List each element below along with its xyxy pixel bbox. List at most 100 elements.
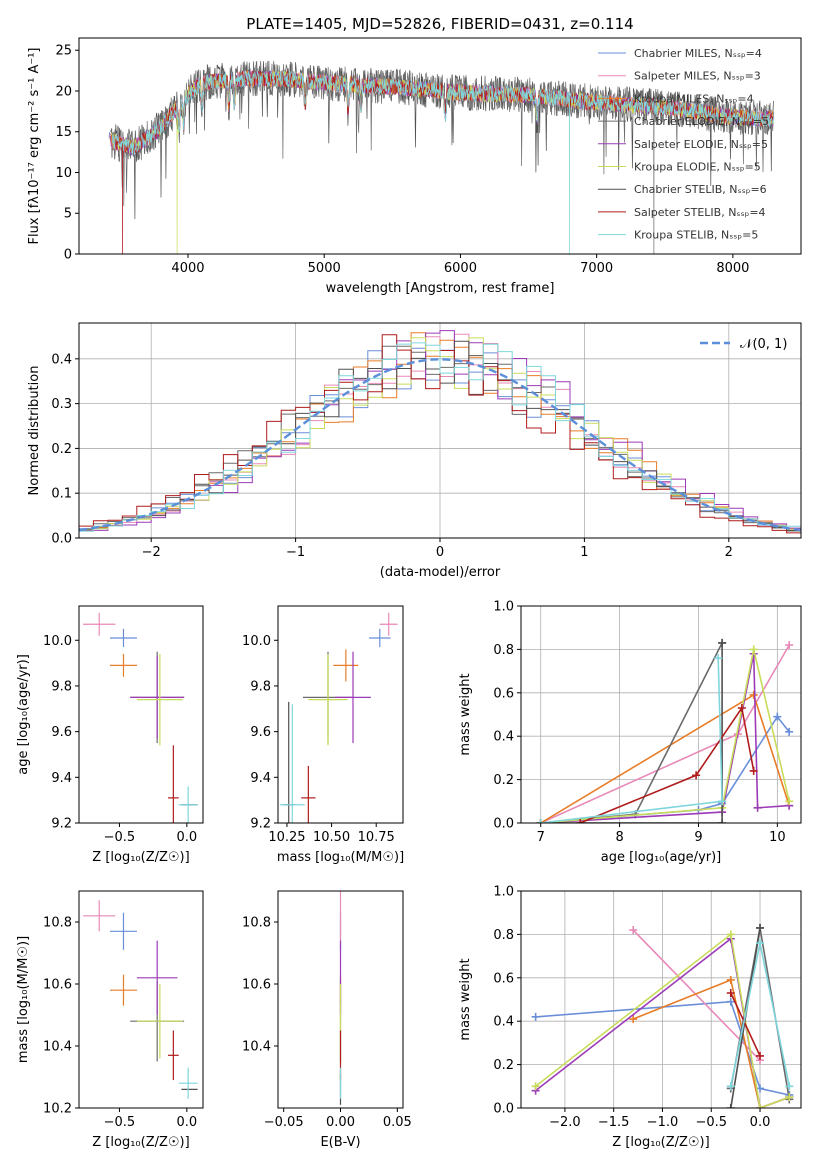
age-vs-mass-plot-area <box>279 612 398 823</box>
weight-vs-age-series-line <box>540 715 790 823</box>
spectrum-legend-label: Salpeter STELIB, Nₛₛₚ=4 <box>634 206 766 219</box>
spectrum-legend-label: Salpeter MILES, Nₛₛₚ=3 <box>634 70 761 83</box>
weight-vs-z-point-marker <box>531 1082 540 1091</box>
residuals-xtick-label: −1 <box>286 545 305 560</box>
weight-vs-age-point-marker <box>718 638 727 647</box>
weight-vs-age-series-line <box>540 658 723 823</box>
weight-vs-z-plot-area <box>531 923 794 1108</box>
spectrum-legend-label: Kroupa MILES, Nₛₛₚ=4 <box>634 92 754 105</box>
weight-vs-age-ytick-label: 0.4 <box>493 730 514 745</box>
spectrum-ytick-label: 5 <box>64 207 72 222</box>
residuals-panel: −2 −1 0 1 2 0.0 0.1 0.2 0.3 0.4 (data-model)/error… <box>27 322 802 580</box>
residuals-legend: 𝒩(0, 1) <box>700 337 787 352</box>
mass-vs-ebv-panel: −0.05 0.00 0.05 10.4 10.6 10.8 E(B-V) <box>242 890 412 1150</box>
spectrum-legend: Chabrier MILES, Nₛₛₚ=4 Salpeter MILES, Nₛ… <box>598 47 769 242</box>
weight-vs-z-ytick-label: 1.0 <box>493 885 514 900</box>
spectrum-series-line <box>111 70 775 254</box>
residuals-ytick-label: 0.1 <box>51 487 72 502</box>
weight-vs-z-panel: −2.0 −1.5 −1.0 −0.5 0.0 0.0 0.2 0.4 0.6 0.8 1.0 Z [… <box>458 885 802 1150</box>
weight-vs-age-xtick-label: 10 <box>769 830 786 845</box>
weight-vs-z-point-marker <box>785 1093 794 1102</box>
residuals-xlabel: (data-model)/error <box>380 565 501 580</box>
weight-vs-age-ytick-label: 1.0 <box>493 600 514 615</box>
residuals-ylabel: Normed distribution <box>27 366 42 496</box>
age-vs-mass-ytick-label: 9.4 <box>250 771 271 786</box>
age-vs-mass-ytick-label: 9.6 <box>250 725 271 740</box>
mass-vs-z-frame <box>78 890 204 1109</box>
weight-vs-age-series-line <box>579 705 755 823</box>
spectrum-legend-label: Chabrier MILES, Nₛₛₚ=4 <box>634 47 762 60</box>
spectrum-ytick-label: 0 <box>64 248 72 263</box>
weight-vs-z-xtick-label: −1.5 <box>598 1115 630 1130</box>
age-vs-mass-frame <box>277 605 404 824</box>
weight-vs-age-series-line <box>540 642 723 823</box>
mass-vs-z-ytick-label: 10.6 <box>43 978 72 993</box>
weight-vs-age-plot-area <box>536 638 794 823</box>
weight-vs-z-xtick-label: −1.0 <box>647 1115 679 1130</box>
spectrum-legend-label: Kroupa ELODIE, Nₛₛₚ=5 <box>634 161 761 174</box>
gaussian-curve <box>79 358 801 532</box>
residuals-ytick-label: 0.2 <box>51 442 72 457</box>
weight-vs-z-xtick-label: −0.5 <box>695 1115 727 1130</box>
weight-vs-age-xtick-label: 8 <box>615 830 623 845</box>
mass-vs-ebv-frame <box>277 890 404 1109</box>
age-vs-z-frame <box>78 605 204 824</box>
mass-vs-ebv-xtick-label: 0.05 <box>383 1115 412 1130</box>
spectrum-legend-label: Salpeter ELODIE, Nₛₛₚ=5 <box>634 138 768 151</box>
mass-vs-z-ytick-label: 10.8 <box>43 916 72 931</box>
mass-vs-z-plot-area <box>83 900 198 1099</box>
weight-vs-age-point-marker <box>749 645 758 654</box>
spectrum-xtick-label: 6000 <box>444 261 477 276</box>
spectrum-xlabel: wavelength [Angstrom, rest frame] <box>326 281 555 296</box>
weight-vs-age-point-marker <box>692 771 701 780</box>
weight-vs-z-point-marker <box>629 926 638 935</box>
mass-vs-ebv-ytick-label: 10.8 <box>242 916 271 931</box>
weight-vs-age-ytick-label: 0.2 <box>493 773 514 788</box>
weight-vs-z-xtick-label: 0.0 <box>750 1115 771 1130</box>
weight-vs-age-point-marker <box>785 797 794 806</box>
spectrum-xtick-label: 8000 <box>716 261 749 276</box>
mass-vs-z-ytick-label: 10.2 <box>43 1102 72 1117</box>
age-vs-mass-ytick-label: 10.0 <box>242 634 271 649</box>
age-vs-z-ytick-label: 10.0 <box>43 634 72 649</box>
age-vs-z-xtick-label: 0.0 <box>176 830 197 845</box>
age-vs-z-xlabel: Z [log₁₀(Z/Z☉)] <box>92 850 189 865</box>
age-vs-z-ylabel: age [log₁₀(age/yr)] <box>16 654 31 775</box>
weight-vs-age-xtick-label: 9 <box>694 830 702 845</box>
spectrum-series-line <box>111 70 774 254</box>
residuals-frame <box>78 322 802 539</box>
weight-vs-z-point-marker <box>756 923 765 932</box>
weight-vs-z-point-marker <box>531 1012 540 1021</box>
mass-vs-z-ytick-label: 10.4 <box>43 1040 72 1055</box>
weight-vs-z-series-line <box>632 929 761 1061</box>
weight-vs-age-point-marker <box>576 819 585 823</box>
weight-vs-z-point-marker <box>629 1015 638 1024</box>
residuals-ytick-label: 0.4 <box>51 352 72 367</box>
mass-vs-z-ylabel: mass [log₁₀(M/M☉)] <box>16 936 31 1063</box>
spectrum-xtick-label: 7000 <box>580 261 613 276</box>
residuals-ytick-label: 0.0 <box>51 532 72 547</box>
residuals-xtick-label: 0 <box>436 545 444 560</box>
weight-vs-age-point-marker <box>718 819 727 823</box>
weight-vs-z-point-marker <box>756 1051 765 1060</box>
weight-vs-age-point-marker <box>785 641 794 650</box>
weight-vs-age-frame <box>520 605 802 824</box>
weight-vs-age-xlabel: age [log₁₀(age/yr)] <box>601 850 722 865</box>
age-vs-mass-xtick-label: 10.50 <box>313 830 350 845</box>
spectrum-xtick-label: 4000 <box>171 261 204 276</box>
weight-vs-z-point-marker <box>726 930 735 939</box>
mass-vs-ebv-xlabel: E(B-V) <box>320 1135 360 1150</box>
age-vs-z-xtick-label: −0.5 <box>104 830 136 845</box>
residuals-xtick-label: 1 <box>580 545 588 560</box>
weight-vs-z-xlabel: Z [log₁₀(Z/Z☉)] <box>612 1135 709 1150</box>
age-vs-mass-ytick-label: 9.8 <box>250 679 271 694</box>
weight-vs-age-ytick-label: 0.6 <box>493 686 514 701</box>
spectrum-panel: 4000 5000 6000 7000 8000 0 5 10 15 20 25 wavelength… <box>27 15 802 296</box>
weight-vs-z-grid <box>521 890 801 1109</box>
weight-vs-z-ytick-label: 0.8 <box>493 928 514 943</box>
weight-vs-z-point-marker <box>756 939 765 948</box>
weight-vs-z-point-marker <box>726 1082 735 1091</box>
age-vs-z-panel: −0.5 0.0 9.2 9.4 9.6 9.8 10.0 Z [log₁₀(Z/Z☉)] ag… <box>16 605 204 865</box>
weight-vs-z-point-marker <box>726 1104 735 1108</box>
